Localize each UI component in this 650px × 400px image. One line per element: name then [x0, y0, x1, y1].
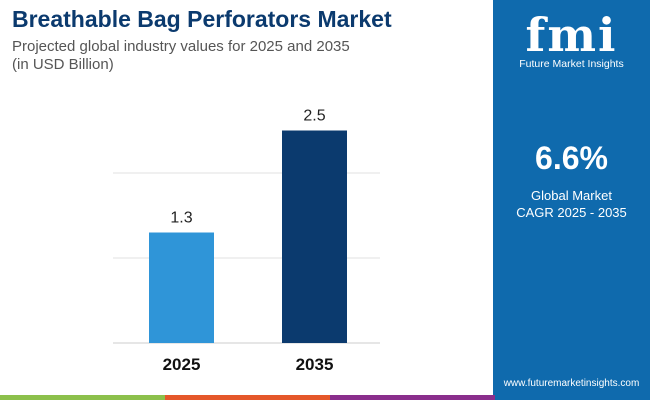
bar-2025	[149, 232, 214, 343]
x-tick-label: 2035	[296, 355, 334, 374]
x-tick-label: 2025	[163, 355, 201, 374]
bar-2035	[282, 130, 347, 343]
data-label: 2.5	[303, 108, 325, 125]
fmi-logo: fmi Future Market Insights	[493, 8, 650, 70]
cagr-label-1: Global Market	[531, 188, 612, 203]
chart-title: Breathable Bag Perforators Market	[12, 6, 392, 32]
cagr-label-2: CAGR 2025 - 2035	[516, 205, 627, 220]
cagr-value: 6.6%	[535, 140, 608, 176]
logo-brand: Future Market Insights	[519, 58, 624, 70]
subtitle-line-1: Projected global industry values for 202…	[12, 38, 350, 55]
bar-chart: 1.3 2025 2.5 2035	[113, 108, 380, 374]
footer-strip-purple	[330, 395, 495, 400]
side-panel: fmi Future Market Insights 6.6% Global M…	[493, 0, 650, 400]
subtitle-line-2: (in USD Billion)	[12, 56, 114, 73]
chart-subtitle: Projected global industry values for 202…	[12, 38, 350, 74]
footer-strip-orange	[165, 395, 330, 400]
cagr-label: Global Market CAGR 2025 - 2035	[493, 187, 650, 221]
footer-strip-green	[0, 395, 165, 400]
website-url[interactable]: www.futuremarketinsights.com	[503, 378, 640, 389]
logo-mark: fmi	[525, 8, 618, 62]
data-label: 1.3	[170, 210, 192, 227]
